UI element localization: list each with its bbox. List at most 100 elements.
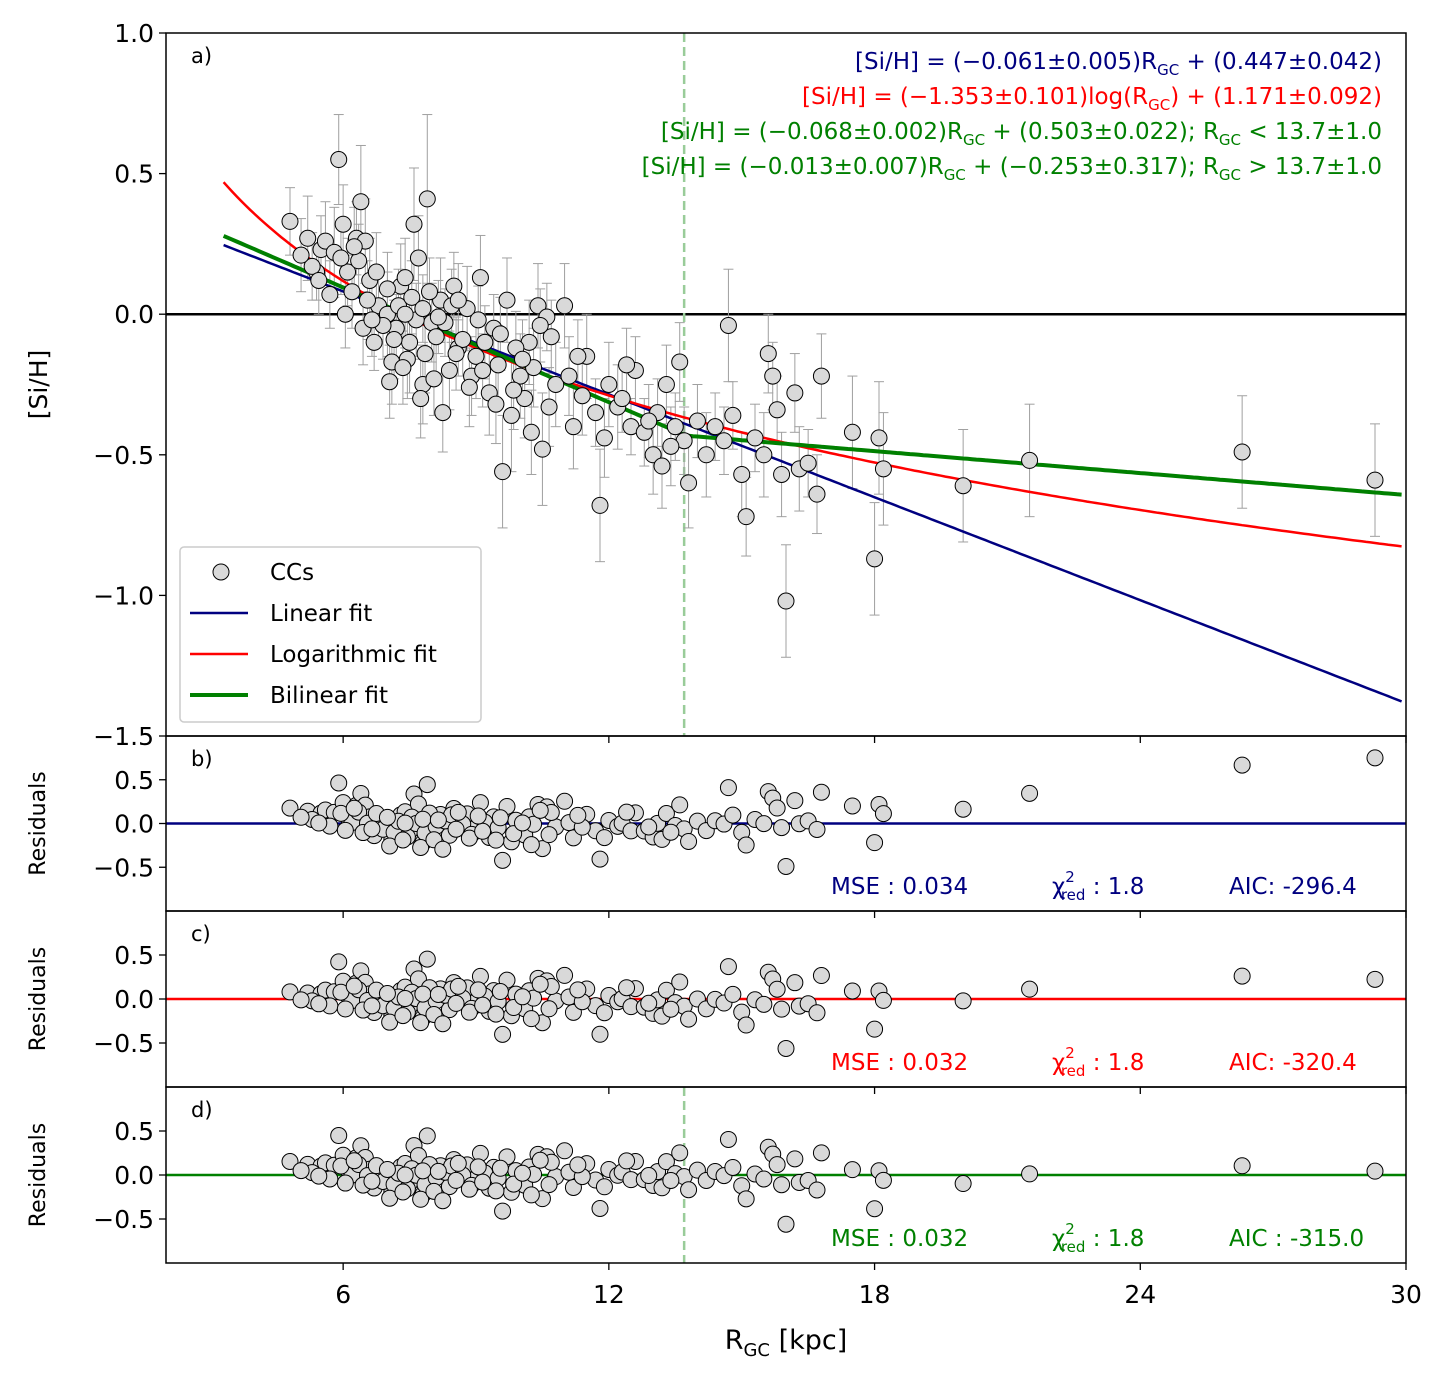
legend-marker <box>212 563 230 581</box>
residual-point-d <box>447 1171 465 1189</box>
residual-point-c <box>434 1015 452 1033</box>
y-tick-label-c: 0.0 <box>114 985 154 1014</box>
data-point <box>737 508 755 526</box>
residual-point-b <box>469 807 487 825</box>
residual-point-c <box>773 1000 791 1018</box>
residual-point-c <box>449 977 467 995</box>
data-point <box>487 395 505 413</box>
residual-point-d <box>719 1130 737 1148</box>
residual-point-d <box>394 1183 412 1201</box>
residual-point-b <box>768 799 786 817</box>
data-point <box>447 345 465 363</box>
residual-point-d <box>808 1181 826 1199</box>
residual-point-c <box>292 991 310 1009</box>
residual-point-c <box>618 979 636 997</box>
data-point <box>321 286 339 304</box>
residual-point-c <box>531 975 549 993</box>
data-point <box>359 291 376 309</box>
residual-point-b <box>657 804 675 822</box>
residual-point-b <box>773 819 791 837</box>
legend-label: Linear fit <box>270 601 372 627</box>
residual-point-b <box>556 792 574 810</box>
data-point <box>706 418 724 436</box>
data-point <box>381 373 399 391</box>
residual-point-b <box>724 806 742 824</box>
residual-point-c <box>1233 967 1251 985</box>
residual-point-c <box>474 996 492 1014</box>
data-point <box>812 367 830 385</box>
data-point <box>595 429 613 447</box>
residual-point-c <box>843 982 861 1000</box>
x-tick-label: 18 <box>859 1280 891 1309</box>
data-point <box>715 432 733 450</box>
residual-point-d <box>540 1176 558 1194</box>
residual-point-c <box>812 967 830 985</box>
chi-text-b: χ2 red : 1.8 <box>1052 868 1144 904</box>
residual-point-d <box>1233 1157 1251 1175</box>
data-point <box>533 440 551 458</box>
residual-point-d <box>487 1182 505 1200</box>
data-point <box>560 367 578 385</box>
data-point <box>573 387 591 405</box>
data-point <box>843 423 861 441</box>
y-tick-label-a: 1.0 <box>114 19 154 48</box>
residual-point-b <box>514 814 531 832</box>
data-point <box>540 398 558 416</box>
residual-point-b <box>866 834 884 852</box>
residual-point-c <box>414 985 432 1003</box>
residual-point-c <box>394 1007 412 1025</box>
data-point <box>724 406 742 424</box>
residual-point-d <box>363 1172 381 1190</box>
residual-point-d <box>336 1174 354 1192</box>
residual-point-b <box>1233 756 1251 774</box>
data-point <box>591 496 609 514</box>
aic-text-c: AIC: -320.4 <box>1229 1050 1357 1076</box>
residual-point-c <box>491 983 509 1001</box>
y-tick-label-c: 0.5 <box>114 941 154 970</box>
aic-text-d: AIC : -315.0 <box>1229 1226 1364 1252</box>
data-point <box>471 269 489 287</box>
residual-point-c <box>737 1016 755 1034</box>
residual-point-b <box>1021 784 1039 802</box>
residual-point-b <box>540 826 558 844</box>
residual-point-d <box>556 1142 574 1160</box>
data-point <box>799 454 817 472</box>
data-point <box>396 305 414 323</box>
residual-point-b <box>429 811 447 829</box>
data-point <box>1366 471 1384 489</box>
residual-point-c <box>447 994 465 1012</box>
data-point <box>363 311 381 329</box>
data-point <box>460 378 478 396</box>
data-point <box>489 356 507 374</box>
chart-text: 1.0 0.5 0.0 −0.5 −1.0 −1.5 a) [Si/H] [Si/H] = (−… <box>24 19 1422 1361</box>
data-point <box>316 232 334 250</box>
data-point <box>418 190 436 208</box>
y-tick-label-a: 0.0 <box>114 300 154 329</box>
data-point <box>564 418 582 436</box>
residual-point-c <box>418 950 436 968</box>
fit-equation: [Si/H] = (−0.013±0.007)RGC + (−0.253±0.3… <box>642 154 1382 184</box>
residual-point-c <box>336 1000 354 1018</box>
residual-point-c <box>768 980 786 998</box>
chi-text-c: χ2 red : 1.8 <box>1052 1044 1144 1080</box>
data-point <box>733 465 751 483</box>
mse-text-b: MSE : 0.034 <box>831 874 968 900</box>
residual-point-c <box>657 981 675 999</box>
data-point <box>556 297 574 315</box>
residual-point-d <box>330 1127 348 1145</box>
y-tick-label-a: −1.0 <box>93 581 154 610</box>
residual-point-d <box>531 1151 549 1169</box>
data-point <box>405 215 423 233</box>
data-point <box>644 446 662 464</box>
residual-point-b <box>618 803 636 821</box>
residual-point-d <box>491 1159 509 1177</box>
residual-point-d <box>591 1199 609 1217</box>
data-point <box>531 316 549 334</box>
y-tick-label-d: −0.5 <box>93 1205 154 1234</box>
data-point <box>662 437 680 455</box>
residual-point-d <box>469 1158 487 1176</box>
data-point <box>569 347 587 365</box>
data-point <box>414 300 432 318</box>
residual-point-b <box>336 821 354 839</box>
